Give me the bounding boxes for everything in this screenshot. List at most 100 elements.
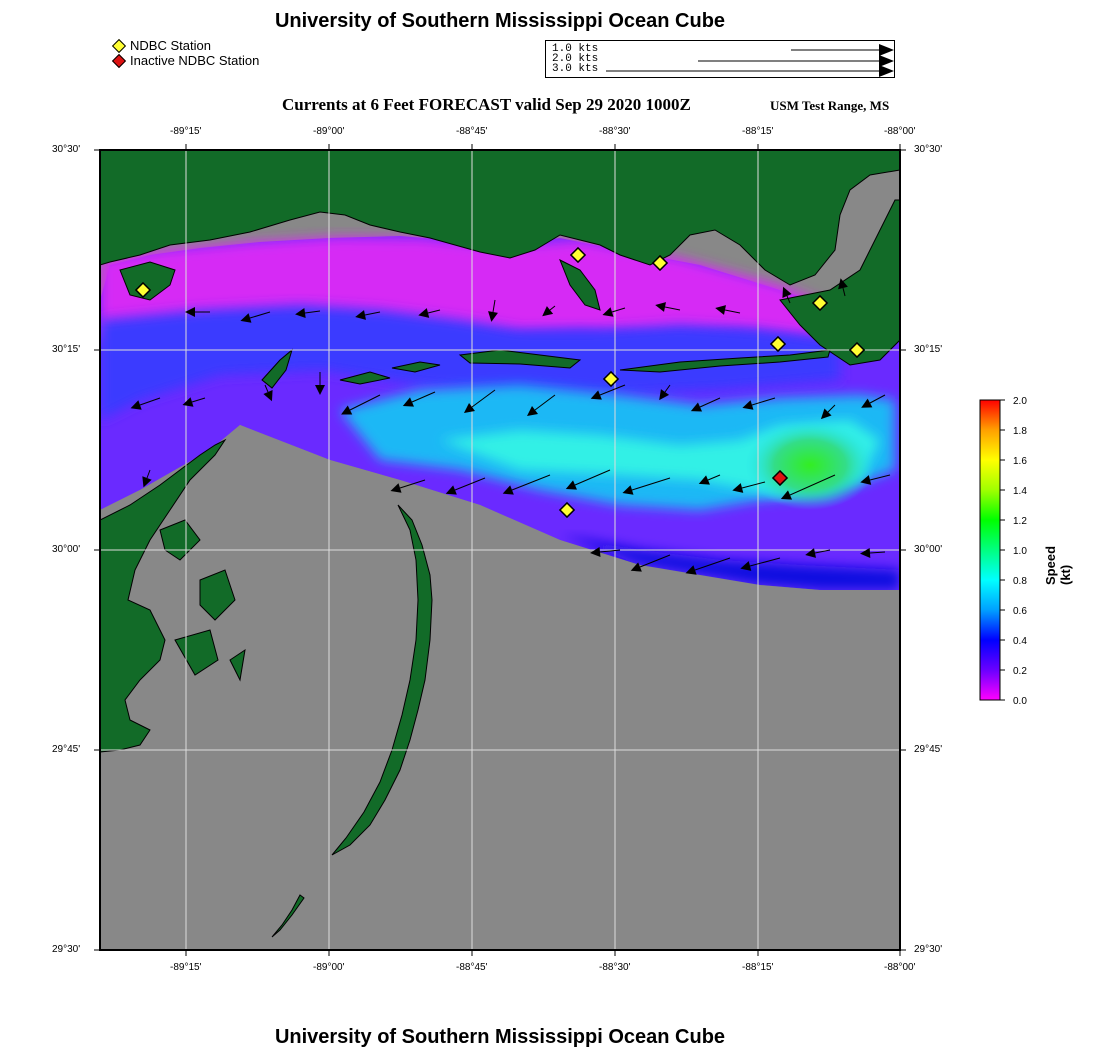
current-vector-head [732,483,744,493]
scale-arrows [606,44,894,77]
current-vector-head [630,562,642,572]
current-vector-head [780,490,793,500]
breton-island [271,894,305,938]
current-vector-shaft [789,474,836,496]
ndbc-station-marker [134,281,152,299]
colorbar-tick-label: 0.4 [1013,636,1027,647]
y-tick-left-0: 30°30' [52,144,81,155]
x-tick-top-3: -88°30' [599,126,631,137]
current-vector-head [445,485,457,495]
current-vector-shaft [631,477,671,491]
scale-label-2: 2.0 kts [552,53,599,65]
current-vector-head [805,548,816,558]
colorbar-tick-label: 1.8 [1013,426,1027,437]
current-vector-head [860,475,872,485]
current-vector-shaft [574,469,611,486]
ndbc-station-marker [602,370,620,388]
colorbar-tick-label: 0.0 [1013,696,1027,707]
colorbar-tick-label: 1.0 [1013,546,1027,557]
current-vector-head [782,286,792,298]
scale-label-1: 1.0 kts [552,43,599,55]
current-vector-shaft [454,477,486,491]
x-tick-bottom-5: -88°00' [884,962,916,973]
current-vector-head [295,308,306,318]
colorbar-tick-label: 0.8 [1013,576,1027,587]
current-vector-head [861,398,873,408]
scale-arrowhead-1 [879,44,894,56]
current-vector-shaft [427,309,441,314]
test-range-label: USM Test Range, MS [770,98,890,113]
current-vector-shaft [694,557,731,571]
colorbar-title: Speed (kt) [1043,545,1073,585]
current-vector-shaft [492,299,496,313]
station-markers [134,246,866,519]
current-vector-shaft [364,311,381,316]
y-tick-left-1: 30°15' [52,344,81,355]
colorbar-gradient [979,399,1001,701]
current-vector-shaft [786,295,791,304]
current-vector-head [590,547,601,557]
ship-island [261,348,293,389]
fort-morgan-spit [619,349,831,373]
louisiana-marsh [100,438,227,753]
x-tick-top-1: -89°00' [313,126,345,137]
peak-speed-patch [745,420,875,510]
colorbar-tick-label: 1.6 [1013,456,1027,467]
x-tick-bottom-2: -88°45' [456,962,488,973]
current-vector-head [602,307,614,317]
current-vector-head [742,400,754,410]
vector-scale-box: 1.0 kts 2.0 kts 3.0 kts [545,40,895,78]
current-vector-shaft [699,397,721,408]
current-vectors [130,278,891,575]
colorbar-tick-label: 1.4 [1013,486,1027,497]
x-tick-top-0: -89°15' [170,126,202,137]
current-vector-shaft [814,549,831,554]
current-vector-head [655,302,666,312]
ndbc-station-marker [811,294,829,312]
current-vector-shaft [827,404,836,413]
x-tick-bottom-0: -89°15' [170,962,202,973]
scale-arrowhead-2 [879,55,894,67]
y-tick-left-4: 29°30' [52,944,81,955]
current-vector-head [565,480,577,490]
current-vector-head [542,306,554,317]
ndbc-station-marker [651,254,669,272]
map-title: University of Southern Mississippi Ocean… [274,10,726,32]
y-tick-left-3: 29°45' [52,744,81,755]
current-vector-shaft [249,311,271,319]
current-vector-shaft [304,310,321,314]
y-tick-right-4: 29°30' [914,944,943,955]
current-vector-head [838,278,848,290]
current-vector-shaft [264,384,269,393]
mobile-delta-land [559,258,601,311]
current-vector-head [341,405,353,415]
current-vector-shaft [349,394,381,411]
current-vector-head [488,311,498,322]
x-tick-top-2: -88°45' [456,126,488,137]
ndbc-station-marker [848,341,866,359]
current-vector-shaft [511,474,551,491]
perdido-land [779,199,900,366]
current-vector-shaft [741,481,766,489]
current-vector-shaft [869,474,891,481]
horn-island [339,371,391,385]
legend-active-label: NDBC Station [130,38,211,53]
current-vector-head [690,402,703,412]
current-vector-shaft [534,394,556,411]
current-vector-head [590,390,602,400]
offshore-band [560,535,900,590]
scale-label-3: 3.0 kts [552,63,599,75]
ndbc-station-marker [769,335,787,353]
y-tick-right-1: 30°15' [914,344,943,355]
mainland-coast [100,150,900,286]
current-vector-head [463,402,475,413]
x-tick-bottom-4: -88°15' [742,962,774,973]
graticule [100,150,900,950]
y-tick-right-0: 30°30' [914,144,943,155]
current-vector-head [240,313,252,323]
y-tick-right-3: 29°45' [914,744,943,755]
current-vector-shaft [599,384,626,396]
current-vector-shaft [749,557,781,567]
x-tick-bottom-1: -89°00' [313,962,345,973]
